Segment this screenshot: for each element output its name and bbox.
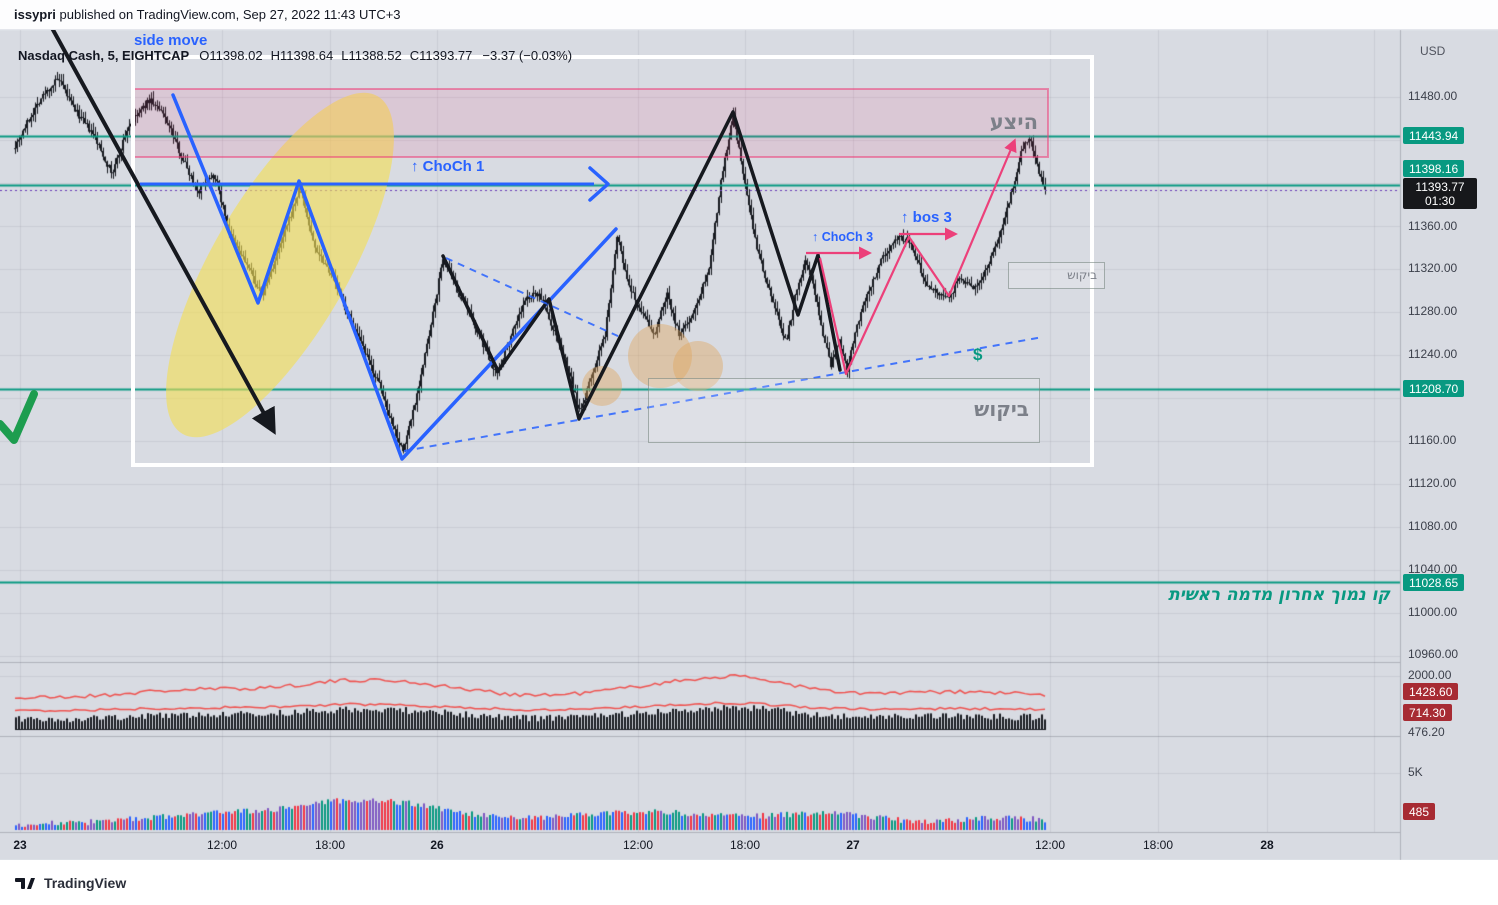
time-axis-label: 12:00	[622, 838, 654, 852]
time-axis-label: 12:00	[1034, 838, 1066, 852]
price-axis-label: 5K	[1408, 765, 1423, 779]
time-axis-label: 28	[1260, 838, 1274, 852]
price-badge: 11028.65	[1403, 574, 1465, 591]
price-axis-label: 11280.00	[1408, 304, 1458, 318]
publish-info-bar: issypri published on TradingView.com, Se…	[0, 0, 1498, 30]
time-axis-label: 18:00	[314, 838, 346, 852]
ohlc-h: H11398.64	[270, 48, 334, 63]
price-axis-label: 11120.00	[1408, 476, 1457, 490]
change-value: −3.37 (−0.03%)	[482, 48, 573, 63]
price-badge: 714.30	[1403, 704, 1452, 721]
side-move-label: side move	[134, 32, 208, 49]
last-price: 11393.77	[1415, 180, 1465, 194]
time-axis-label: 27	[846, 838, 860, 852]
price-badge: 11208.70	[1403, 380, 1465, 397]
price-axis-label: 11320.00	[1408, 261, 1458, 275]
ohlc-values: O11398.02 H11398.64 L11388.52 C11393.77	[199, 48, 480, 63]
bar-countdown: 01:30	[1424, 194, 1456, 208]
demand-zone-large-label: ביקוש	[974, 397, 1029, 421]
low-line-note: קו נמוך אחרון מדמה ראשית	[1168, 585, 1390, 605]
price-axis-label: 11480.00	[1408, 89, 1458, 103]
symbol-title: Nasdaq Cash, 5, EIGHTCAP	[18, 48, 190, 63]
time-axis-label: 12:00	[206, 838, 238, 852]
ohlc-l: L11388.52	[341, 48, 402, 63]
price-axis-label: 11360.00	[1408, 219, 1458, 233]
demand-zone-small: ביקוש	[1008, 262, 1105, 289]
time-axis-label: 18:00	[729, 838, 761, 852]
time-axis-label: 18:00	[1142, 838, 1174, 852]
tradingview-logo[interactable]	[14, 872, 36, 894]
bos3-label: ↑ bos 3	[901, 209, 952, 226]
choch1-label: ↑ ChoCh 1	[411, 158, 485, 175]
footer-brand[interactable]: TradingView	[44, 874, 127, 891]
price-axis-label: 11000.00	[1408, 605, 1458, 619]
choch3-label: ↑ ChoCh 3	[812, 230, 874, 244]
price-badge: 11393.77 01:30	[1403, 178, 1477, 209]
time-axis-label: 23	[13, 838, 27, 852]
publish-info-text: published on TradingView.com, Sep 27, 20…	[55, 7, 401, 22]
price-axis-label: 11040.00	[1408, 562, 1458, 576]
price-axis-label: 11160.00	[1408, 433, 1457, 447]
price-badge: 1428.60	[1403, 683, 1459, 700]
currency-label: USD	[1420, 44, 1446, 58]
publisher-name: issypri	[14, 7, 56, 22]
supply-zone-label: היצע	[989, 110, 1038, 134]
price-axis-label: 2000.00	[1408, 668, 1452, 682]
ohlc-o: O11398.02	[199, 48, 263, 63]
price-badge: 11443.94	[1403, 127, 1465, 144]
symbol-legend[interactable]: Nasdaq Cash, 5, EIGHTCAP O11398.02 H11398.…	[18, 48, 572, 63]
price-badge: 11398.16	[1403, 160, 1465, 177]
time-axis-label: 26	[430, 838, 444, 852]
price-axis-label: 11080.00	[1408, 519, 1458, 533]
dollar-label: $	[973, 345, 983, 364]
price-badge: 485	[1403, 803, 1436, 820]
demand-zone-small-label: ביקוש	[1067, 268, 1097, 282]
price-axis-label: 476.20	[1408, 725, 1445, 739]
footer-bar: TradingView	[0, 860, 1498, 905]
ohlc-c: C11393.77	[409, 48, 473, 63]
demand-zone-large: ביקוש	[648, 378, 1040, 443]
price-axis-label: 10960.00	[1408, 647, 1459, 661]
price-axis-label: 11240.00	[1408, 347, 1458, 361]
